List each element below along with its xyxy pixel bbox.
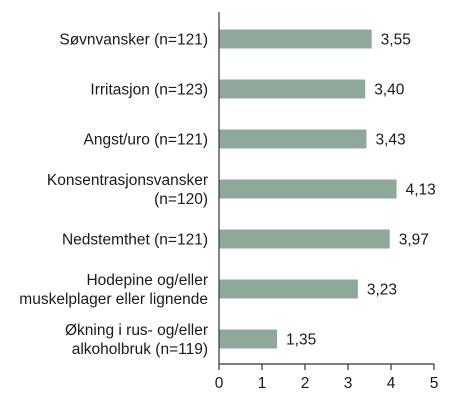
bar [219, 179, 397, 199]
value-label: 4,13 [406, 182, 436, 199]
category-label: Nedstemthet (n=121) [62, 232, 208, 249]
bar [219, 329, 278, 349]
bar [219, 229, 390, 249]
category-label: Irritasjon (n=123) [90, 82, 208, 99]
category-label: Økning i rus- og/eller [65, 322, 208, 339]
x-tick-label: 1 [258, 375, 267, 392]
bars-group [219, 29, 397, 349]
bar [219, 279, 358, 299]
category-labels: Søvnvansker (n=121) Irritasjon (n=123) Ang… [19, 32, 208, 359]
category-label: (n=120) [154, 191, 208, 208]
axes-group [218, 12, 434, 365]
x-tick-label: 0 [215, 375, 224, 392]
value-label: 3,43 [375, 132, 405, 149]
value-label: 3,23 [367, 282, 397, 299]
category-label: alkoholbruk (n=119) [72, 341, 208, 358]
value-label: 3,97 [399, 232, 429, 249]
bar [219, 29, 372, 49]
category-label: Søvnvansker (n=121) [59, 32, 208, 49]
value-label: 3,55 [381, 32, 411, 49]
value-labels: 3,55 3,40 3,43 4,13 3,97 3,23 1,35 [286, 32, 436, 349]
x-tick-label: 5 [430, 375, 439, 392]
x-tick-label: 3 [344, 375, 353, 392]
value-label: 1,35 [286, 332, 316, 349]
x-ticks: 0 1 2 3 4 5 [215, 364, 439, 392]
category-label: muskelplager eller lignende [19, 291, 208, 308]
category-label: Hodepine og/eller [86, 272, 208, 289]
bar [219, 129, 367, 149]
x-tick-label: 2 [301, 375, 310, 392]
x-tick-label: 4 [387, 375, 396, 392]
bar [219, 79, 366, 99]
value-label: 3,40 [374, 82, 405, 99]
category-label: Angst/uro (n=121) [83, 132, 208, 149]
category-label: Konsentrasjonsvansker [47, 172, 208, 189]
